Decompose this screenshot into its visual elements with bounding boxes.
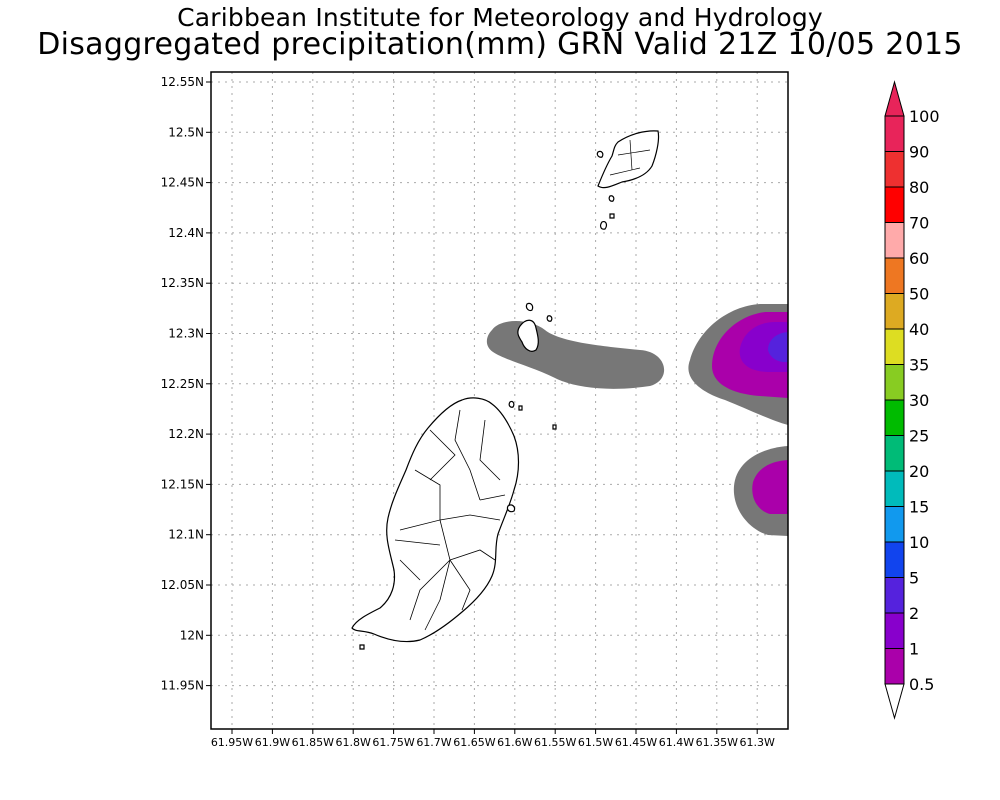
lat-tick-label: 12.15N	[161, 477, 204, 491]
islet	[608, 195, 615, 202]
lat-tick-label: 12.3N	[168, 327, 204, 341]
islet	[359, 644, 365, 650]
islet	[518, 405, 523, 411]
legend-swatch	[884, 257, 905, 294]
legend-swatch-max	[884, 80, 905, 117]
islet	[552, 424, 557, 430]
legend-label: 70	[909, 214, 929, 233]
lon-tick-label: 61.3W	[740, 736, 775, 749]
latitude-labels: 12.55N 12.5N 12.45N 12.4N 12.35N 12.3N 12.25N 1…	[161, 75, 211, 693]
legend-swatch	[884, 470, 905, 507]
lon-tick-label: 61.95W	[211, 736, 253, 749]
map-frame	[210, 71, 789, 730]
legend-label: 90	[909, 143, 929, 162]
legend-label: 60	[909, 249, 929, 268]
lon-tick-label: 61.5W	[578, 736, 613, 749]
carriacou-island	[517, 319, 539, 352]
precip-5mm-east-upper	[768, 332, 788, 363]
lat-tick-label: 12.05N	[161, 578, 204, 592]
legend-label: 25	[909, 427, 929, 446]
lon-tick-label: 61.65W	[453, 736, 495, 749]
lon-tick-label: 61.85W	[292, 736, 334, 749]
legend-label: 0.5	[909, 675, 934, 694]
lat-tick-label: 11.95N	[161, 679, 204, 693]
lon-tick-label: 61.35W	[696, 736, 738, 749]
islet	[506, 504, 516, 513]
lat-tick-label: 12N	[180, 628, 204, 642]
legend-swatch	[884, 541, 905, 578]
lat-tick-label: 12.55N	[161, 75, 204, 89]
islet	[508, 400, 515, 408]
lon-tick-label: 61.55W	[534, 736, 576, 749]
legend-label: 100	[909, 107, 940, 126]
color-legend: 100 90 80 70 60 50 40 35 30 25 20 15 10 5 2 1 0.5	[884, 80, 940, 720]
legend-label: 80	[909, 178, 929, 197]
lon-tick-label: 61.9W	[255, 736, 290, 749]
chart-title: Caribbean Institute for Meteorology and …	[177, 3, 823, 32]
legend-swatch	[884, 186, 905, 223]
precip-band-carriacou	[486, 321, 665, 389]
legend-swatch-min	[884, 683, 905, 720]
lon-tick-label: 61.7W	[416, 736, 451, 749]
lat-tick-label: 12.4N	[168, 226, 204, 240]
legend-swatch	[884, 151, 905, 188]
map-grid	[211, 72, 788, 729]
legend-label: 35	[909, 356, 929, 375]
lat-tick-label: 12.45N	[161, 176, 204, 190]
islet	[609, 213, 615, 219]
legend-label: 10	[909, 533, 929, 552]
precipitation-shading	[420, 304, 788, 536]
union-island-group	[597, 130, 660, 189]
precip-1mm-east-lower	[752, 460, 788, 514]
legend-label: 30	[909, 391, 929, 410]
parish-boundaries	[394, 409, 506, 631]
legend-label: 5	[909, 569, 919, 588]
lon-tick-label: 61.45W	[615, 736, 657, 749]
lon-tick-label: 61.6W	[497, 736, 532, 749]
legend-swatch	[884, 435, 905, 472]
legend-swatch	[884, 506, 905, 543]
lon-tick-label: 61.4W	[659, 736, 694, 749]
legend-label: 1	[909, 640, 919, 659]
legend-swatch	[884, 399, 905, 436]
legend-swatch	[884, 364, 905, 401]
islet	[525, 302, 534, 312]
lon-tick-label: 61.75W	[372, 736, 414, 749]
grenada-island	[351, 397, 520, 643]
legend-label: 15	[909, 498, 929, 517]
lat-tick-label: 12.2N	[168, 427, 204, 441]
lat-tick-label: 12.5N	[168, 125, 204, 139]
legend-label: 2	[909, 604, 919, 623]
islet	[599, 220, 608, 230]
legend-swatch	[884, 612, 905, 649]
lat-tick-label: 12.1N	[168, 528, 204, 542]
legend-label: 20	[909, 462, 929, 481]
lat-tick-label: 12.25N	[161, 377, 204, 391]
islet	[596, 150, 604, 158]
coastline-outlines	[351, 130, 660, 650]
lat-tick-label: 12.35N	[161, 276, 204, 290]
lon-tick-label: 61.8W	[336, 736, 371, 749]
legend-swatch	[884, 328, 905, 365]
longitude-labels: 61.95W 61.9W 61.85W 61.8W 61.75W 61.7W 61.65W 6…	[211, 729, 775, 749]
legend-label: 50	[909, 285, 929, 304]
islet	[546, 315, 553, 322]
chart-subtitle: Disaggregated precipitation(mm) GRN Vali…	[37, 27, 963, 62]
legend-swatch	[884, 222, 905, 259]
legend-swatch	[884, 115, 905, 152]
legend-swatch	[884, 293, 905, 330]
legend-swatch	[884, 648, 905, 685]
legend-swatch	[884, 577, 905, 614]
legend-label: 40	[909, 320, 929, 339]
